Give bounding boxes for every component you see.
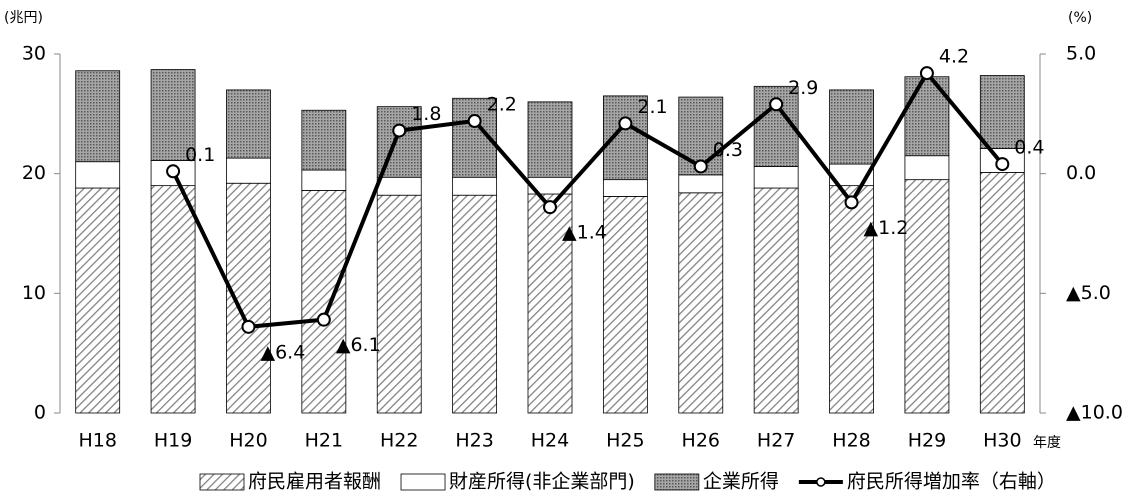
line-marker — [769, 97, 784, 112]
bar-segment — [602, 179, 648, 197]
y2-unit: (%) — [1068, 10, 1092, 26]
bar-segment — [527, 193, 573, 414]
bar-segment — [753, 166, 799, 189]
legend-swatch — [654, 473, 700, 491]
line-marker — [241, 319, 256, 334]
x-tick-label: H23 — [455, 430, 493, 452]
line-marker — [693, 159, 708, 174]
data-label: 0.3 — [713, 139, 743, 161]
x-tick-label: H20 — [229, 430, 267, 452]
y-tick-label: 30 — [22, 43, 46, 65]
line-marker — [919, 66, 934, 81]
data-label: 4.2 — [939, 46, 969, 68]
legend-label: 府民所得増加率（右軸） — [847, 471, 1056, 493]
y-unit: (兆円) — [4, 10, 43, 26]
line-marker — [166, 164, 181, 179]
data-label: 2.9 — [788, 77, 818, 99]
bar-segment — [376, 176, 422, 196]
data-label: ▲6.4 — [260, 341, 305, 363]
x-tick-label: H30 — [983, 430, 1021, 452]
bar-segment — [75, 161, 121, 189]
y-tick-label: 20 — [22, 162, 46, 184]
bar-segment — [829, 89, 874, 165]
legend-label: 府民雇用者報酬 — [248, 471, 381, 493]
x-tick-label: H19 — [154, 430, 192, 452]
line-marker — [844, 195, 859, 210]
bar-segment — [829, 185, 874, 414]
bar-segment — [301, 190, 347, 414]
bar-segment — [678, 174, 724, 194]
bar-segment — [678, 192, 724, 414]
bar-segment — [301, 169, 347, 191]
data-label: ▲1.2 — [864, 217, 909, 239]
bar-segment — [301, 109, 347, 171]
bar-segment — [753, 187, 799, 414]
bar-segment — [226, 182, 271, 414]
bar-segment — [150, 69, 196, 161]
line-marker — [543, 200, 557, 215]
bar-segment — [75, 187, 121, 414]
legend-label: 企業所得 — [703, 471, 779, 493]
line-marker — [392, 123, 407, 138]
data-label: 0.4 — [1014, 137, 1044, 159]
data-label: ▲1.4 — [562, 222, 607, 244]
y2-tick-label: ▲5.0 — [1066, 282, 1111, 304]
data-label: 2.1 — [637, 96, 667, 118]
x-tick-label: H24 — [531, 430, 569, 452]
bar-segment — [527, 101, 573, 178]
bar-segment — [904, 155, 950, 181]
x-tick-label: H28 — [832, 430, 870, 452]
data-label: 2.2 — [487, 94, 517, 116]
y2-tick-label: 0.0 — [1066, 162, 1096, 184]
y-tick-label: 0 — [34, 402, 46, 424]
bar-segment — [904, 76, 950, 157]
x-unit: 年度 — [1033, 435, 1061, 451]
bar-segment — [904, 179, 950, 414]
x-tick-label: H21 — [305, 430, 343, 452]
x-tick-label: H25 — [606, 430, 644, 452]
data-label: 0.1 — [185, 144, 215, 166]
y2-tick-label: ▲10.0 — [1066, 402, 1123, 424]
bar-segment — [452, 194, 498, 414]
legend-marker — [816, 477, 826, 487]
legend-label: 財産所得(非企業部門) — [449, 471, 635, 493]
bar-segment — [226, 89, 271, 159]
legend-swatch — [199, 473, 245, 491]
bar-segment — [979, 172, 1025, 414]
x-tick-label: H22 — [380, 430, 418, 452]
x-tick-label: H26 — [682, 430, 720, 452]
data-label: 1.8 — [411, 103, 441, 125]
y2-tick-label: 5.0 — [1066, 43, 1096, 65]
data-label: ▲6.1 — [336, 334, 381, 356]
line-marker — [995, 157, 1010, 172]
bar-segment — [452, 176, 498, 196]
line-marker — [618, 116, 633, 131]
x-tick-label: H18 — [78, 430, 116, 452]
bar-segment — [150, 185, 196, 414]
bar-segment — [376, 194, 422, 414]
bar-segment — [979, 75, 1025, 149]
y-tick-label: 10 — [22, 282, 46, 304]
bar-segment — [602, 196, 648, 414]
legend-swatch — [400, 473, 446, 491]
line-marker — [316, 312, 331, 327]
bar-segment — [226, 157, 271, 184]
bar-segment — [75, 70, 121, 163]
line — [171, 69, 1004, 329]
x-tick-label: H29 — [908, 430, 946, 452]
line-marker — [467, 114, 482, 129]
x-tick-label: H27 — [757, 430, 795, 452]
